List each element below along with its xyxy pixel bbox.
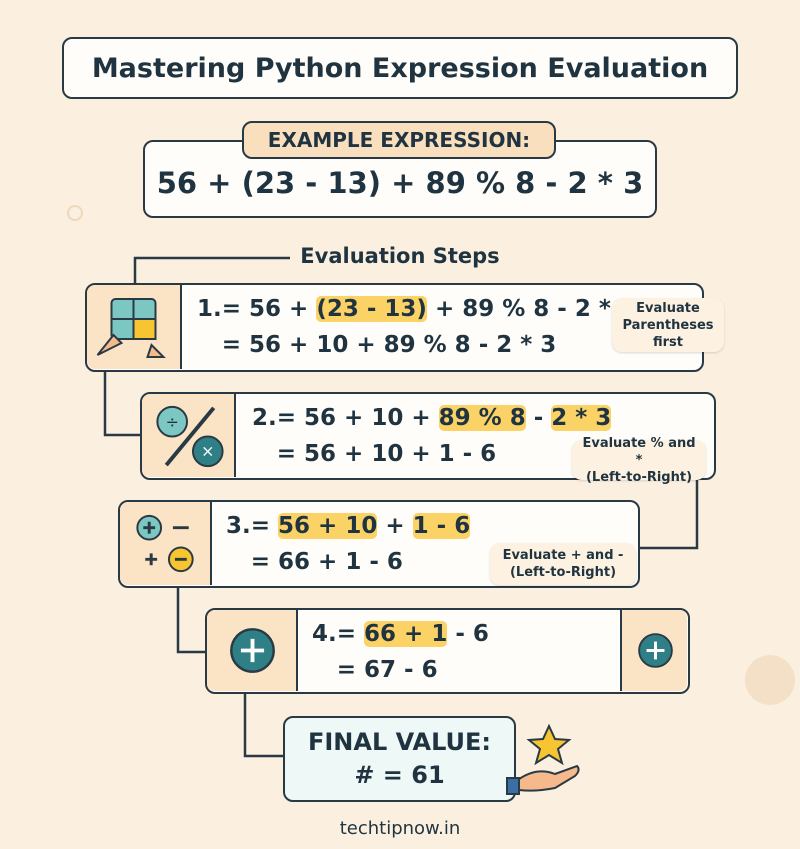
footer: techtipnow.in (339, 818, 461, 839)
step-line: = 56 + (23 - 13) + 89 % 8 - 2 * 3 (222, 291, 635, 327)
title: Mastering Python Expression Evaluation (62, 37, 738, 99)
expression-segment: 1 - 6 (412, 513, 471, 539)
step-lines: 2. = 56 + 10 + 89 % 8 - 2 * 3 = 56 + 10 + … (252, 400, 612, 472)
icon-shape (646, 641, 665, 660)
connector (103, 372, 141, 437)
icon-graphic (230, 628, 275, 673)
step-expressions: = 56 + 10 + 1 - 6 = 66 + 1 - 6 (250, 508, 471, 580)
icon-graphic (136, 514, 194, 573)
expression-segment: = (336, 621, 365, 647)
step-lines: 3. = 56 + 10 + 1 - 6 = 66 + 1 - 6 (226, 508, 471, 580)
step-note: Evaluate % and * (Left-to-Right) (572, 436, 706, 485)
step-icon (207, 610, 298, 691)
expression-segment: + (377, 513, 413, 539)
step-lines: 4. = 66 + 1 - 6 = 67 - 6 (312, 616, 489, 688)
expression-segment: 56 + 10 (278, 513, 378, 539)
step-box: × ÷ 2. = 56 + 10 + 89 % 8 - 2 * 3 = 56 + 10 … (140, 392, 716, 480)
step-note: Evaluate Parentheses first (612, 298, 724, 352)
decoration (745, 655, 795, 705)
step-number-text: 1. (197, 296, 222, 322)
expression-segment: = 56 + 10 + (276, 405, 439, 431)
icon-shape (143, 521, 189, 566)
sleeve (506, 777, 520, 795)
step-number-text: 4. (312, 621, 337, 647)
star-hand-icon (506, 723, 580, 795)
note-line: (Left-to-Right) (585, 469, 693, 485)
icon-graphic (96, 298, 166, 358)
step-icon (87, 285, 182, 369)
icon-shape (240, 638, 265, 663)
step-expressions: = 56 + (23 - 13) + 89 % 8 - 2 * 3 = 56 + … (222, 291, 635, 363)
example-label: EXAMPLE EXPRESSION: (242, 121, 556, 159)
final-box: FINAL VALUE: # = 61 (283, 716, 516, 802)
connector (176, 588, 206, 654)
decoration (67, 205, 83, 221)
step-expressions: = 66 + 1 - 6 = 67 - 6 (337, 616, 489, 688)
step-line: = 66 + 1 - 6 (337, 616, 489, 652)
expression-segment: = (250, 513, 279, 539)
final-label: FINAL VALUE: (307, 728, 492, 756)
steps-heading: Evaluation Steps (300, 244, 500, 268)
step-number: 2. (252, 400, 277, 472)
expression-segment: (23 - 13) (316, 296, 427, 322)
step-expressions: = 56 + 10 + 89 % 8 - 2 * 3 = 56 + 10 + 1 … (277, 400, 612, 472)
step-icon: × ÷ (142, 394, 236, 477)
step-number-text: 2. (252, 405, 277, 431)
expression-segment: - (525, 405, 552, 431)
step-icon (620, 610, 687, 691)
step-number-text: 3. (226, 513, 251, 539)
note-line: Parentheses (622, 317, 714, 333)
expression-segment: 66 + 1 (364, 621, 448, 647)
icon-shape (164, 406, 216, 467)
expression-segment: 2 * 3 (551, 405, 612, 431)
icon-shape (132, 318, 157, 340)
icon-shape: × (201, 441, 214, 460)
step-box: 4. = 66 + 1 - 6 = 67 - 6 (205, 608, 690, 694)
step-result: = 67 - 6 (336, 657, 438, 683)
step-result: = 56 + 10 + 1 - 6 (276, 441, 497, 467)
star (526, 723, 572, 766)
note-line: first (653, 334, 683, 350)
note-line: Evaluate + and - (502, 548, 624, 563)
step-number: 1. (197, 291, 222, 363)
step-line: = 56 + 10 + 89 % 8 - 2 * 3 (277, 400, 612, 436)
hand (513, 764, 580, 792)
note-line: (Left-to-Right) (509, 565, 617, 580)
icon-shape: ÷ (166, 413, 179, 432)
step-icon (120, 502, 212, 585)
icon-shape (191, 435, 224, 468)
step-box: 1. = 56 + (23 - 13) + 89 % 8 - 2 * 3 = 56 … (85, 283, 704, 372)
icon-graphic (638, 633, 673, 668)
connector (133, 256, 290, 284)
step-note: Evaluate + and - (Left-to-Right) (490, 543, 636, 585)
step-lines: 1. = 56 + (23 - 13) + 89 % 8 - 2 * 3 = 56 … (197, 291, 635, 363)
note-line: Evaluate (636, 300, 700, 316)
connector (243, 694, 284, 758)
connector (640, 480, 699, 550)
step-result: = 56 + 10 + 89 % 8 - 2 * 3 (221, 332, 557, 358)
expression-segment: - 6 (447, 621, 489, 647)
note-line: Evaluate % and * (582, 435, 696, 468)
icon-shape (96, 333, 166, 358)
step-number: 3. (226, 508, 251, 580)
expression-segment: = 56 + (221, 296, 317, 322)
expression-segment: + 89 % 8 - 2 * 3 (426, 296, 635, 322)
step-result: = 66 + 1 - 6 (250, 549, 403, 575)
final-result: # = 61 (354, 761, 445, 789)
icon-shape (156, 405, 189, 438)
step-number: 4. (312, 616, 337, 688)
step-line: = 56 + 10 + 1 - 6 (250, 508, 471, 544)
icon-graphic: ×÷ (156, 405, 224, 468)
connector-lines (103, 256, 699, 758)
expression-segment: 89 % 8 (438, 405, 526, 431)
